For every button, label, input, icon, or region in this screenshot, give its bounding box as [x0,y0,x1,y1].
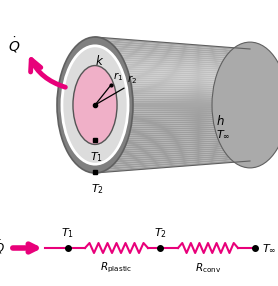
Polygon shape [95,142,250,153]
Polygon shape [95,89,250,94]
Ellipse shape [212,42,278,168]
Polygon shape [95,73,250,81]
Polygon shape [95,53,250,64]
Polygon shape [95,103,250,105]
Text: $r_2$: $r_2$ [127,74,137,86]
Polygon shape [95,98,250,101]
Text: $T_2$: $T_2$ [91,183,103,196]
Polygon shape [95,148,250,159]
Polygon shape [95,66,250,75]
Polygon shape [95,94,250,98]
Polygon shape [95,39,250,53]
Text: $R_\mathrm{plastic}$: $R_\mathrm{plastic}$ [100,261,132,275]
Polygon shape [95,152,250,164]
Polygon shape [95,144,250,155]
Text: $\dot{Q}$: $\dot{Q}$ [8,35,20,55]
Polygon shape [95,140,250,150]
Polygon shape [95,62,250,72]
Polygon shape [95,105,250,107]
Polygon shape [95,78,250,84]
Polygon shape [95,116,250,121]
Polygon shape [95,120,250,125]
Polygon shape [95,131,250,139]
Polygon shape [95,92,250,96]
Polygon shape [95,100,250,103]
Polygon shape [95,48,250,60]
Polygon shape [95,137,250,146]
Polygon shape [95,109,250,112]
Polygon shape [95,154,250,166]
Polygon shape [95,112,250,116]
Text: $T_1$: $T_1$ [90,150,103,164]
Polygon shape [95,69,250,77]
Polygon shape [95,126,250,132]
Polygon shape [95,150,250,162]
Polygon shape [95,60,250,69]
Text: $h$: $h$ [216,114,224,128]
Polygon shape [95,127,250,134]
Polygon shape [95,44,250,56]
Polygon shape [95,157,250,171]
Polygon shape [95,46,250,58]
Polygon shape [95,37,250,51]
Polygon shape [95,155,250,168]
Polygon shape [95,139,250,148]
Polygon shape [95,85,250,90]
Ellipse shape [62,46,128,164]
Ellipse shape [57,37,133,173]
Polygon shape [95,76,250,83]
Text: $\dot{Q}$: $\dot{Q}$ [0,238,5,256]
Polygon shape [95,111,250,114]
Polygon shape [95,55,250,66]
Polygon shape [95,107,250,110]
Polygon shape [95,82,250,88]
Polygon shape [95,135,250,144]
Polygon shape [95,118,250,123]
Polygon shape [95,80,250,86]
Ellipse shape [73,65,117,144]
Polygon shape [95,64,250,73]
Polygon shape [95,133,250,141]
Text: $T_1$: $T_1$ [61,226,75,240]
Polygon shape [95,87,250,92]
Polygon shape [95,159,250,173]
Text: $k$: $k$ [95,54,105,68]
Text: $T_2$: $T_2$ [153,226,167,240]
Polygon shape [95,129,250,137]
Polygon shape [95,122,250,128]
Polygon shape [95,124,250,130]
Polygon shape [95,51,250,62]
Polygon shape [95,71,250,79]
Polygon shape [95,146,250,157]
Polygon shape [95,114,250,119]
Polygon shape [95,96,250,100]
Text: $r_1$: $r_1$ [113,70,123,83]
Polygon shape [95,57,250,68]
Text: $R_\mathrm{conv}$: $R_\mathrm{conv}$ [195,261,221,275]
Text: $T_\infty$: $T_\infty$ [262,242,276,254]
Text: $T_\infty$: $T_\infty$ [216,128,230,140]
Polygon shape [95,41,250,55]
